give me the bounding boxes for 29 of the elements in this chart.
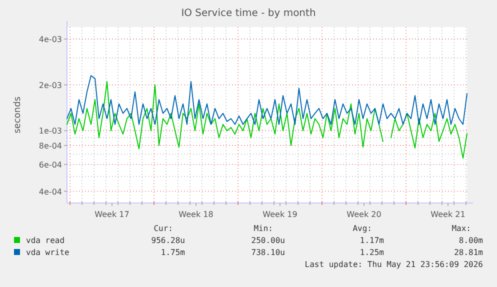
y-tick-label: 1e-03: [38, 126, 62, 136]
text: Max:: [452, 224, 471, 233]
text: Last update: Thu May 21 23:56:09 2026: [304, 260, 484, 269]
y-axis-title: seconds: [13, 96, 23, 134]
y-tick-label: 4e-04: [38, 187, 62, 196]
text: 1.75m: [160, 248, 186, 257]
x-tick-label: Week 18: [178, 210, 214, 219]
text: 28.81m: [454, 248, 484, 257]
text: 956.28u: [151, 236, 186, 245]
text: 738.10u: [251, 248, 286, 257]
x-tick-label: Week 21: [430, 210, 466, 219]
y-tick-label: 6e-04: [38, 160, 62, 170]
legend-label: vda write: [26, 248, 70, 257]
text: Avg:: [352, 224, 372, 233]
text: 250.00u: [251, 236, 286, 245]
y-tick-label: 4e-03: [38, 35, 62, 44]
legend-label: vda read: [26, 236, 65, 245]
x-tick-label: Week 20: [346, 210, 382, 219]
text: Min:: [254, 224, 273, 233]
y-tick-label: 8e-04: [38, 141, 62, 150]
text: 1.17m: [360, 236, 384, 245]
x-tick-label: Week 19: [262, 210, 298, 219]
text: 8.00m: [458, 236, 484, 245]
chart-title: IO Service time - by month: [181, 8, 316, 19]
x-tick-label: Week 17: [94, 210, 130, 219]
line-series: [66, 75, 468, 125]
text: Cur:: [154, 224, 173, 233]
y-tick-label: 2e-03: [38, 80, 62, 90]
text: 1.25m: [360, 248, 384, 257]
